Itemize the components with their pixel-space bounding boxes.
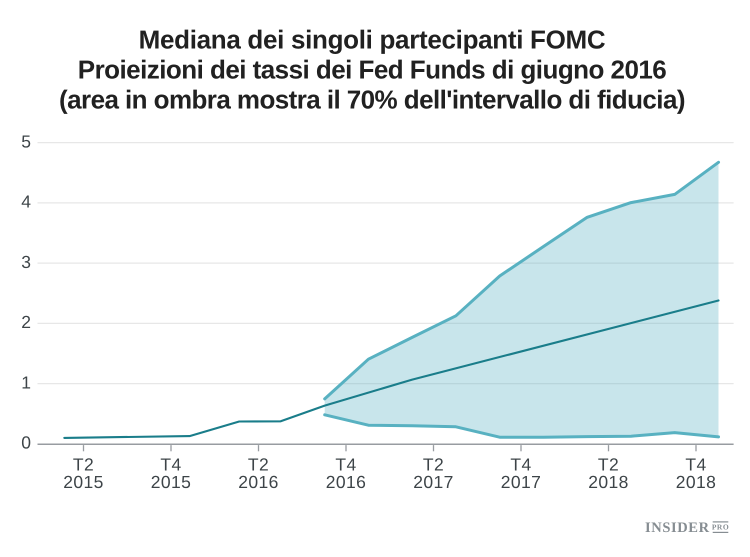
svg-text:Proieizioni dei tassi dei Fed: Proieizioni dei tassi dei Fed Funds di g… (78, 55, 667, 85)
svg-text:3: 3 (21, 252, 31, 272)
svg-text:T2: T2 (248, 454, 269, 474)
svg-text:T2: T2 (73, 454, 94, 474)
svg-text:T4: T4 (160, 454, 181, 474)
svg-text:T2: T2 (423, 454, 444, 474)
svg-text:2: 2 (21, 312, 31, 332)
svg-text:PRO: PRO (712, 523, 729, 532)
svg-text:2015: 2015 (151, 472, 192, 492)
svg-text:0: 0 (21, 433, 31, 453)
svg-text:2015: 2015 (63, 472, 104, 492)
svg-text:2016: 2016 (326, 472, 367, 492)
svg-text:T4: T4 (685, 454, 706, 474)
svg-text:2017: 2017 (501, 472, 542, 492)
svg-text:(area in ombra mostra il 70% d: (area in ombra mostra il 70% dell'interv… (59, 85, 685, 115)
svg-text:4: 4 (21, 192, 31, 212)
svg-text:2016: 2016 (238, 472, 279, 492)
svg-text:T4: T4 (510, 454, 531, 474)
svg-text:T4: T4 (335, 454, 356, 474)
svg-text:INSIDER: INSIDER (645, 520, 710, 536)
svg-text:5: 5 (21, 131, 31, 151)
svg-text:2018: 2018 (588, 472, 629, 492)
svg-text:2017: 2017 (413, 472, 454, 492)
svg-text:1: 1 (21, 372, 31, 392)
svg-text:T2: T2 (598, 454, 619, 474)
svg-text:Mediana dei singoli partecipan: Mediana dei singoli partecipanti FOMC (139, 25, 606, 55)
svg-text:2018: 2018 (676, 472, 717, 492)
